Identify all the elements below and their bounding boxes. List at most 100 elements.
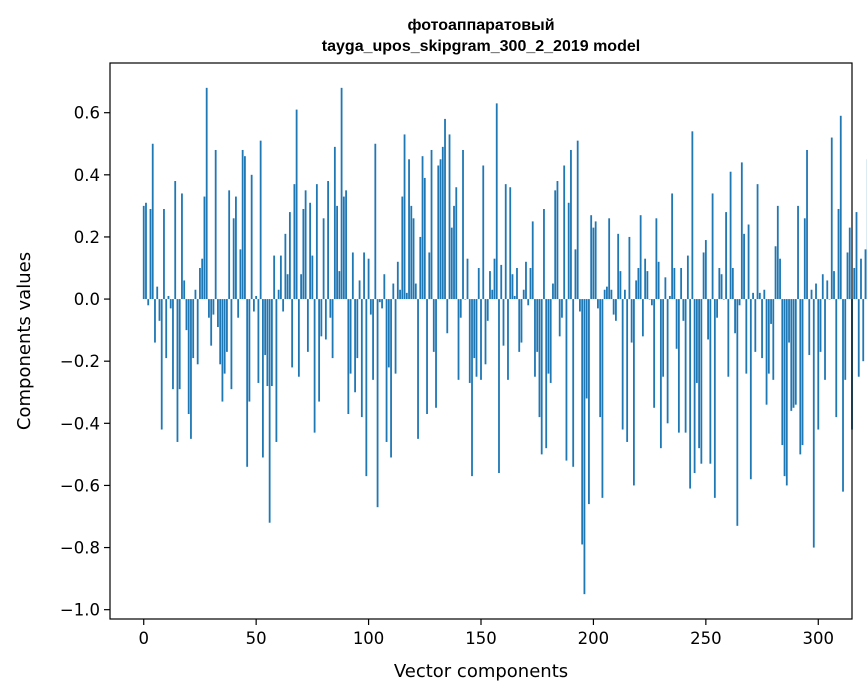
x-tick-label: 150 xyxy=(465,629,497,648)
bar xyxy=(347,299,350,414)
bar xyxy=(722,299,725,300)
x-tick-label: 200 xyxy=(578,629,610,648)
bar xyxy=(776,205,779,300)
bar xyxy=(691,131,694,300)
bar xyxy=(599,299,602,418)
bar xyxy=(297,299,300,377)
bar xyxy=(360,299,363,418)
x-axis-ticks: 0 50 100 150 200 250 300 xyxy=(138,619,834,648)
bar xyxy=(459,299,462,318)
bar xyxy=(630,299,633,343)
bar xyxy=(758,292,761,300)
y-axis-label: Components values xyxy=(14,252,35,430)
bar xyxy=(199,268,201,300)
bar xyxy=(277,289,280,300)
bar xyxy=(819,299,822,352)
bar xyxy=(333,146,336,300)
bar xyxy=(356,299,359,359)
bar xyxy=(626,299,629,442)
bar xyxy=(668,295,671,300)
bar xyxy=(291,299,294,368)
bar xyxy=(682,299,685,321)
bar xyxy=(221,299,224,402)
bar xyxy=(190,299,192,439)
bar xyxy=(338,271,341,300)
bar xyxy=(257,299,260,383)
bar xyxy=(558,299,561,337)
bar xyxy=(268,299,271,523)
bar xyxy=(657,261,660,300)
bar xyxy=(172,299,174,390)
bar xyxy=(414,283,417,300)
bar xyxy=(448,134,451,300)
bar xyxy=(464,299,467,300)
bar xyxy=(641,299,644,337)
y-tick-label: −0.2 xyxy=(60,352,100,371)
bar xyxy=(401,196,404,300)
bar xyxy=(711,193,714,300)
bar xyxy=(767,299,770,374)
bar xyxy=(590,215,593,300)
bar xyxy=(606,286,608,300)
bar xyxy=(765,299,768,405)
bar xyxy=(673,268,676,300)
bar xyxy=(794,299,797,405)
bar xyxy=(390,299,392,458)
bar xyxy=(439,159,442,300)
bar xyxy=(185,299,188,331)
bar xyxy=(704,240,707,300)
bar xyxy=(194,289,197,300)
bar xyxy=(803,218,806,300)
bar xyxy=(253,299,255,312)
bar xyxy=(617,233,620,300)
bar xyxy=(666,299,669,424)
bar xyxy=(387,299,390,368)
bar xyxy=(192,299,195,359)
bar xyxy=(554,190,557,300)
bar xyxy=(302,208,305,300)
bar xyxy=(713,299,716,498)
bar xyxy=(583,299,586,595)
bar xyxy=(743,233,745,300)
bar xyxy=(570,149,572,300)
bar xyxy=(423,177,426,300)
bar xyxy=(608,218,611,300)
bar xyxy=(363,252,365,300)
bar xyxy=(444,118,446,300)
bar xyxy=(788,299,790,343)
bar xyxy=(426,299,428,414)
bar xyxy=(756,184,759,300)
bar xyxy=(484,299,487,365)
bar xyxy=(383,274,386,300)
bar xyxy=(354,299,356,393)
bar xyxy=(284,233,287,300)
bar xyxy=(556,181,559,300)
bar xyxy=(208,299,210,318)
bar xyxy=(518,299,521,352)
bar xyxy=(372,299,374,380)
bar xyxy=(547,299,550,374)
bar xyxy=(513,295,516,300)
bar xyxy=(543,208,545,300)
bar xyxy=(821,274,824,300)
bar xyxy=(695,299,698,383)
bar xyxy=(457,299,460,380)
bar xyxy=(489,271,491,300)
bar xyxy=(675,299,678,349)
bar xyxy=(538,299,541,418)
bar xyxy=(572,299,575,467)
bar xyxy=(259,140,262,300)
x-tick-label: 0 xyxy=(138,629,149,648)
bar xyxy=(522,289,525,300)
bar xyxy=(183,280,186,300)
bar xyxy=(792,299,795,408)
bar xyxy=(525,261,527,300)
bar xyxy=(196,299,199,365)
bar xyxy=(585,299,588,399)
bar xyxy=(806,149,808,300)
bar xyxy=(628,236,631,300)
bar xyxy=(833,271,835,300)
bar xyxy=(154,299,156,343)
chart-title-line2: tayga_upos_skipgram_300_2_2019 model xyxy=(322,38,640,55)
bar xyxy=(633,299,635,486)
